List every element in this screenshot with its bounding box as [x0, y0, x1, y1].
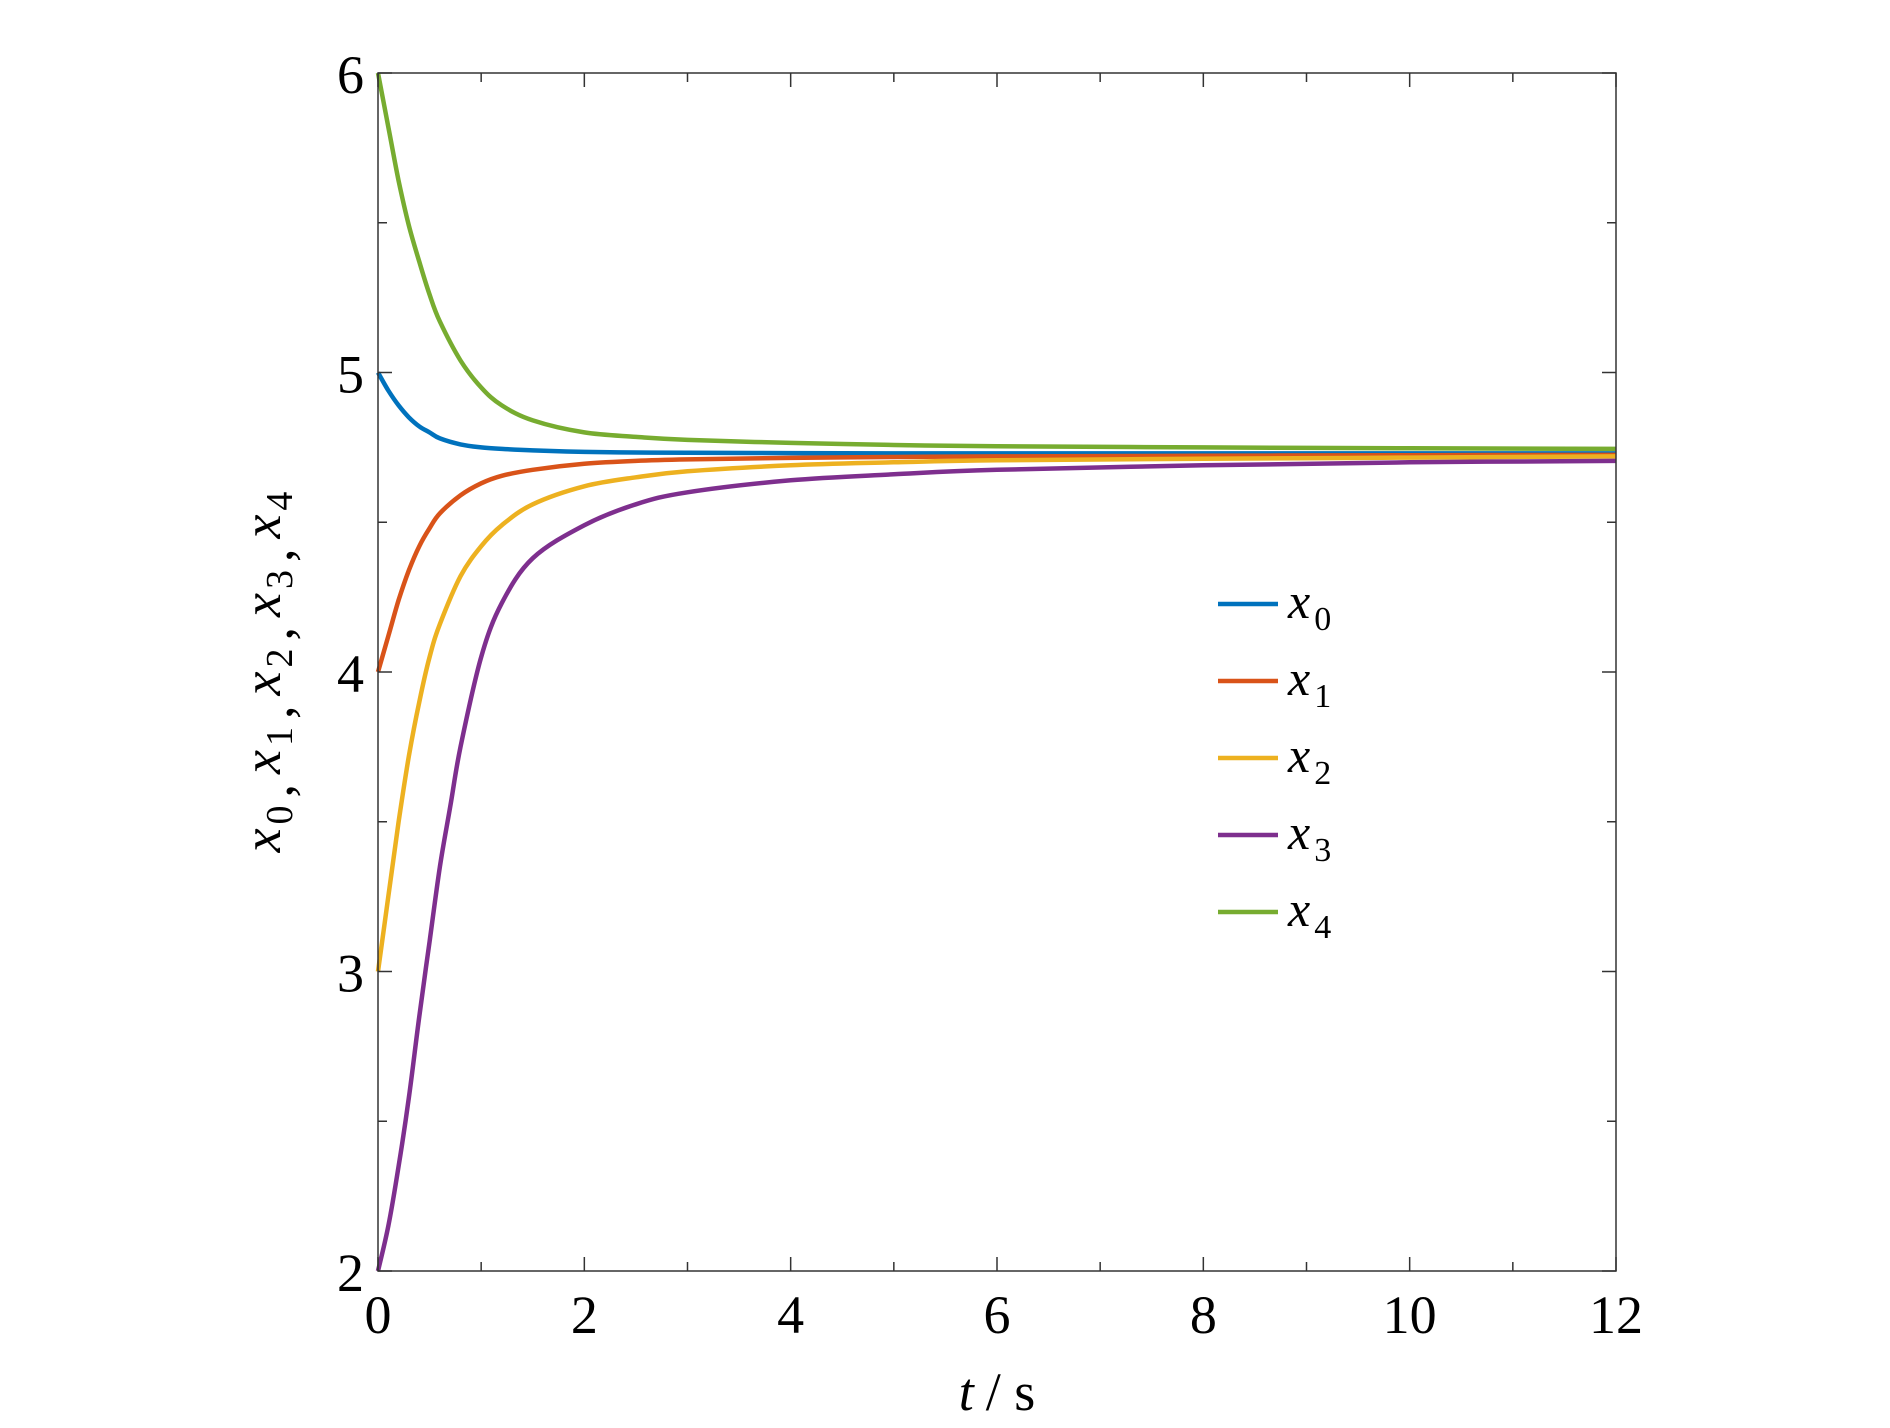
y-tick-label: 3: [337, 944, 364, 1004]
y-tick-label: 2: [337, 1243, 364, 1303]
legend: x 0 x 1 x 2 x 3 x 4: [1218, 573, 1331, 946]
series-line-x1: [375, 452, 1617, 673]
series-layer: [375, 72, 1617, 1272]
y-tick-label: 4: [337, 644, 364, 704]
x-tick-label: 8: [1190, 1285, 1217, 1345]
x-tick-label: 12: [1589, 1285, 1643, 1345]
x-tick-label: 10: [1383, 1285, 1437, 1345]
y-tick-label: 6: [337, 45, 364, 105]
y-axis-label: x0,x1,x2,x3,x4: [232, 492, 304, 854]
series-line-x3: [375, 458, 1617, 1272]
x-axis-label: t / s: [959, 1362, 1036, 1422]
axis-labels: t / s x0,x1,x2,x3,x4: [232, 492, 1035, 1422]
x-tick-label: 2: [571, 1285, 598, 1345]
plot-area: [378, 73, 1616, 1271]
series-line-x4: [375, 72, 1617, 452]
x-tick-label: 4: [777, 1285, 804, 1345]
x-tick-label: 0: [365, 1285, 392, 1345]
x-tick-label: 6: [984, 1285, 1011, 1345]
series-line-x2: [375, 454, 1617, 972]
y-tick-label: 5: [337, 345, 364, 405]
series-line-x0: [376, 371, 1616, 456]
